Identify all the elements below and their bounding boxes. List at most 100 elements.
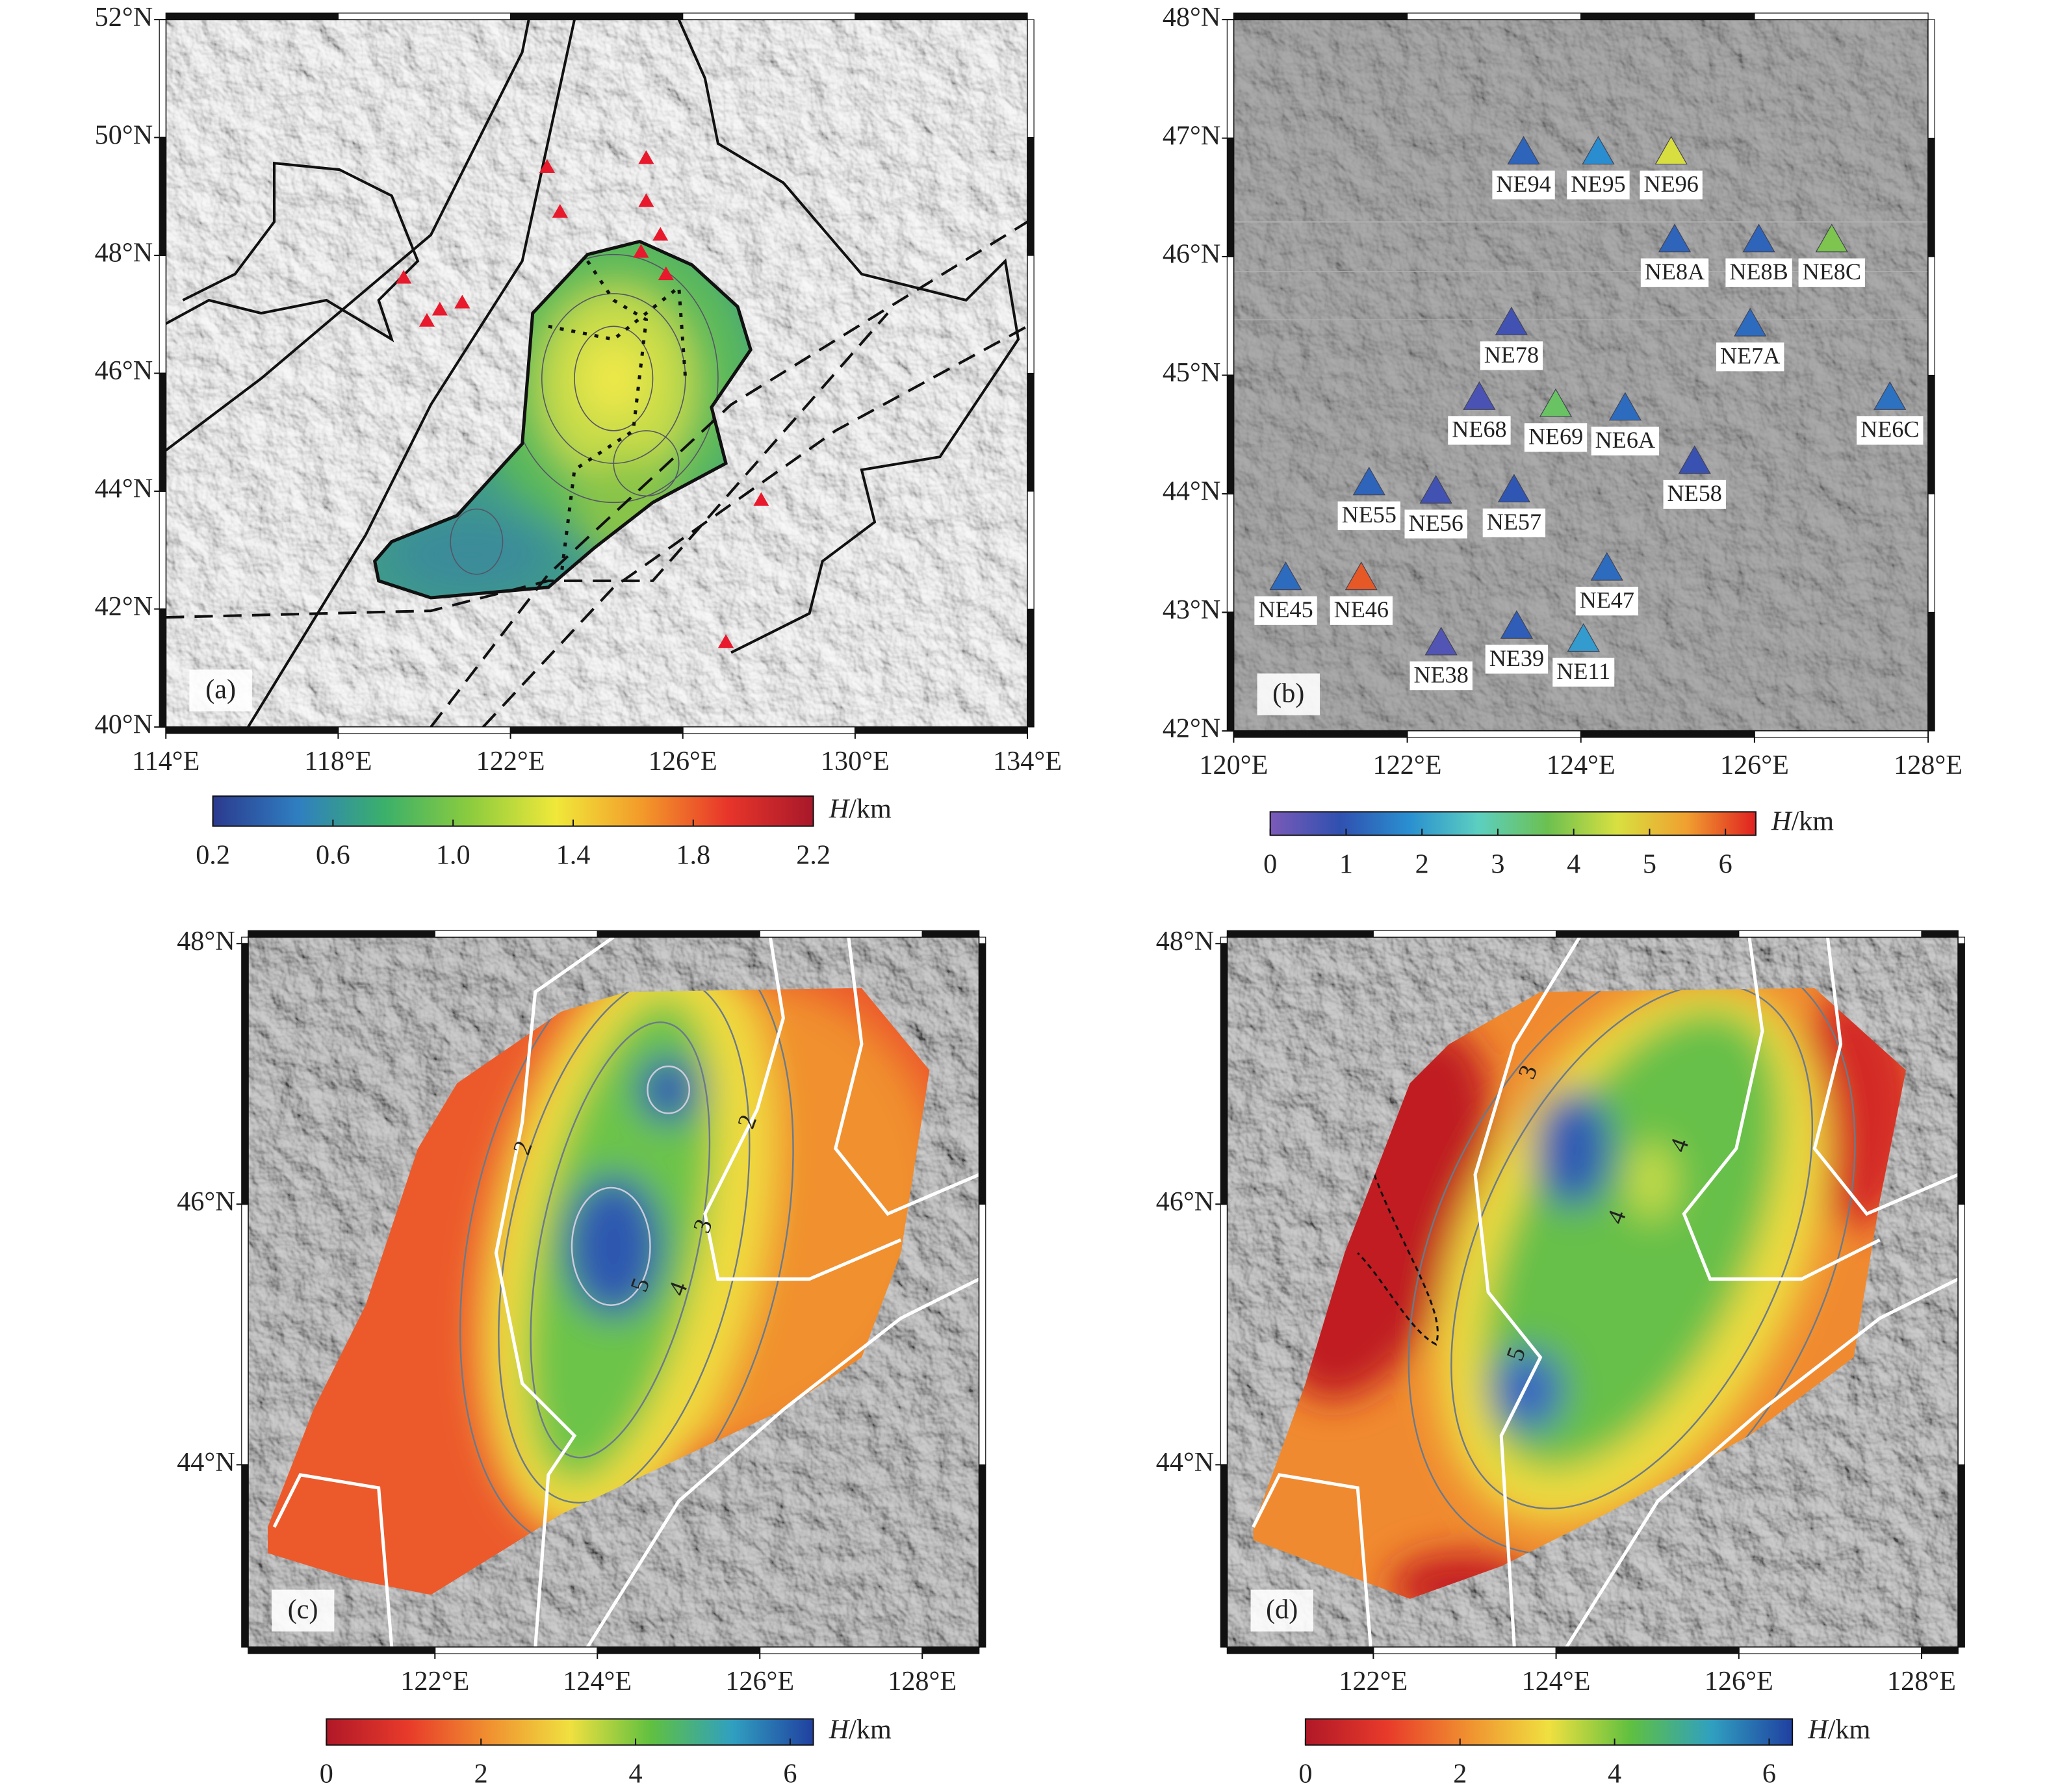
frame-bar xyxy=(1233,730,1408,738)
frame-bar xyxy=(1027,255,1035,374)
frame-bar xyxy=(248,1646,435,1654)
frame-bar xyxy=(1754,730,1929,738)
frame-bar xyxy=(159,491,166,610)
field-blobs xyxy=(391,241,751,594)
station-label: NE39 xyxy=(1489,645,1544,671)
colorbar-symbol: H xyxy=(829,793,851,824)
station-label-box xyxy=(1492,170,1555,199)
station xyxy=(1539,388,1573,417)
frame-bar xyxy=(241,936,249,944)
station xyxy=(1424,626,1458,656)
colorbar-unit: H/km xyxy=(1807,1714,1870,1745)
colorbar xyxy=(1269,811,1757,836)
station xyxy=(431,301,448,316)
frame-bar xyxy=(241,1464,249,1648)
frame-bar xyxy=(1226,374,1235,494)
station xyxy=(638,193,654,207)
station-label: NE69 xyxy=(1528,424,1583,450)
frame-bar xyxy=(1226,19,1235,139)
frame-bar xyxy=(165,726,339,734)
x-tick-label: 126°E xyxy=(725,1666,794,1696)
frame-bar xyxy=(1027,136,1035,256)
border xyxy=(1473,937,1581,1648)
colorbar-tick-label: 2.2 xyxy=(796,839,830,870)
fault xyxy=(166,312,889,619)
station-label: NE94 xyxy=(1496,171,1551,197)
frame-bar xyxy=(1372,1646,1557,1654)
frame-bar xyxy=(1220,1203,1228,1465)
colorbar-unit-text: /km xyxy=(1828,1714,1871,1745)
x-tick-label: 130°E xyxy=(821,746,890,776)
x-tick-label: 126°E xyxy=(649,746,717,776)
frame-bar xyxy=(1226,493,1235,613)
station-label-box xyxy=(1591,426,1660,455)
station-label-box xyxy=(1716,342,1784,372)
colorbar-tick-label: 2 xyxy=(1453,1759,1467,1789)
station-label-box xyxy=(1254,596,1317,625)
y-tick-label: 45°N xyxy=(1163,357,1221,388)
map-panel: 114°E 118°E 122°E 126°E 130°E 134°E 40°N 42°N 44… xyxy=(95,2,1062,871)
x-tick-label: 124°E xyxy=(563,1666,632,1696)
map-area xyxy=(248,937,979,1648)
station xyxy=(717,634,734,648)
panel-label: (c) xyxy=(288,1594,318,1624)
station-label: NE47 xyxy=(1580,587,1634,613)
y-tick-label: 44°N xyxy=(177,1447,235,1478)
frame-bar xyxy=(1226,611,1235,732)
station xyxy=(1567,623,1600,652)
colorbar-tick-label: 1.0 xyxy=(436,839,470,870)
station-label: NE57 xyxy=(1487,509,1541,535)
colorbar-tick-label: 4 xyxy=(1608,1759,1621,1789)
contour xyxy=(1450,988,1814,1509)
frame-bar xyxy=(1927,19,1935,139)
frame-bar xyxy=(1555,930,1740,938)
station xyxy=(1654,136,1688,165)
panel-label: (d) xyxy=(1266,1594,1298,1624)
frame-bar xyxy=(1226,256,1235,376)
frame-bar xyxy=(159,608,166,728)
frame-bar xyxy=(1927,493,1935,613)
colorbar-tick-label: 2 xyxy=(1415,849,1429,879)
station-label: NE45 xyxy=(1258,596,1313,622)
x-tick-label: 128°E xyxy=(1887,1666,1956,1696)
colorbar-unit: H/km xyxy=(829,1714,892,1745)
station xyxy=(1463,381,1496,410)
station-label-box xyxy=(1567,170,1630,199)
colorbar-tick-label: 5 xyxy=(1643,849,1656,879)
station-label: NE6C xyxy=(1860,416,1919,442)
colorbar xyxy=(212,795,814,827)
border xyxy=(1565,1277,1959,1648)
station-label: NE46 xyxy=(1334,596,1389,622)
colorbar-unit-text: /km xyxy=(849,793,892,824)
colorbar-tick-label: 0 xyxy=(320,1759,333,1789)
frame-bar xyxy=(159,19,166,138)
frame-bar xyxy=(1921,930,1959,938)
y-tick-label: 44°N xyxy=(1156,1447,1215,1478)
contour xyxy=(647,1065,690,1114)
x-tick-label: 122°E xyxy=(1373,750,1442,780)
frame-bar xyxy=(1027,372,1035,492)
frame-bar xyxy=(509,726,684,734)
station xyxy=(633,244,649,258)
station xyxy=(1495,306,1528,335)
border xyxy=(1812,937,1959,1216)
colorbar-tick-label: 4 xyxy=(629,1759,643,1789)
x-tick-label: 114°E xyxy=(132,746,200,776)
colorbar-tick-label: 0.2 xyxy=(196,839,230,870)
colorbar-unit-text: /km xyxy=(849,1714,892,1745)
fault xyxy=(548,283,688,379)
colorbar-unit: H/km xyxy=(1771,806,1834,836)
frame-bar xyxy=(1372,930,1557,938)
y-tick-label: 42°N xyxy=(95,591,153,622)
frame-bar xyxy=(159,255,166,374)
y-tick-label: 42°N xyxy=(1163,713,1221,744)
station-label: NE6A xyxy=(1595,427,1655,453)
frame-bar xyxy=(434,930,598,938)
x-tick-label: 126°E xyxy=(1720,750,1789,780)
station-label-box xyxy=(1337,501,1400,530)
field-outline xyxy=(372,239,753,600)
colorbar-unit: H/km xyxy=(829,793,892,824)
interpolated-field xyxy=(374,241,751,598)
frame-bar xyxy=(979,1464,986,1648)
border xyxy=(677,19,1020,654)
